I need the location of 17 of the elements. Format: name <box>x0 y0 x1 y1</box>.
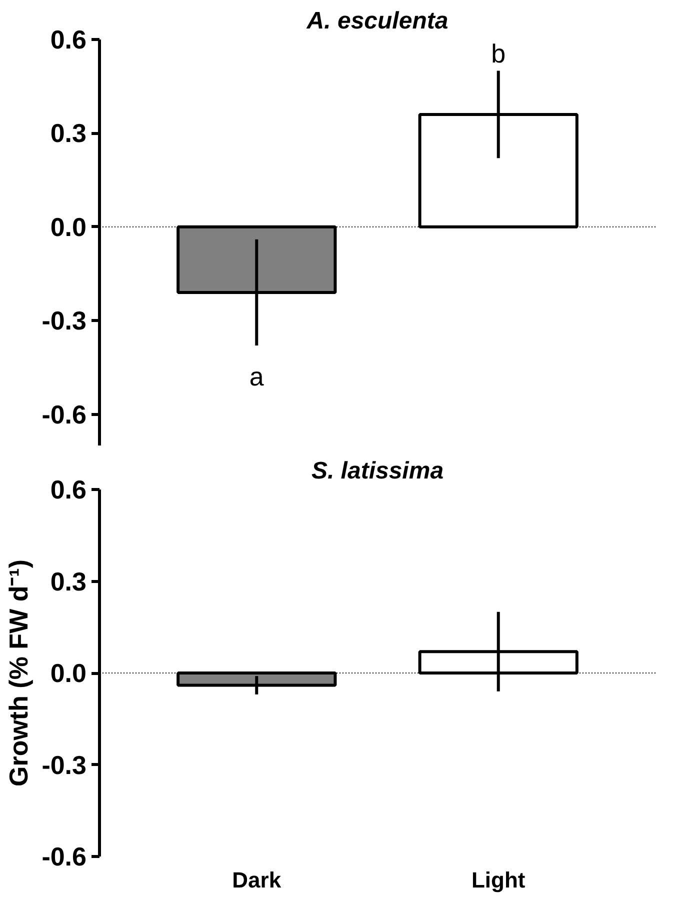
annotation: b <box>491 38 506 69</box>
annotation: a <box>249 362 264 392</box>
x-tick-label: Light <box>471 868 526 892</box>
chart-title: S. latissima <box>311 458 444 484</box>
chart-title: A. esculenta <box>306 8 448 34</box>
y-tick-label: -0.6 <box>42 842 87 872</box>
y-tick-label: 0.3 <box>50 118 87 148</box>
y-tick-label: 0.3 <box>50 566 87 596</box>
y-tick-label: 0.0 <box>50 658 87 688</box>
y-tick-label: -0.6 <box>42 399 87 430</box>
y-tick-label: -0.3 <box>42 306 87 336</box>
x-tick-label: Dark <box>232 868 282 892</box>
y-axis-title: Growth (% FW d⁻¹) <box>4 559 34 787</box>
y-tick-label: 0.0 <box>50 212 87 242</box>
y-tick-label: 0.6 <box>50 24 87 54</box>
y-tick-label: -0.3 <box>42 750 87 780</box>
y-tick-label: 0.6 <box>50 474 87 504</box>
